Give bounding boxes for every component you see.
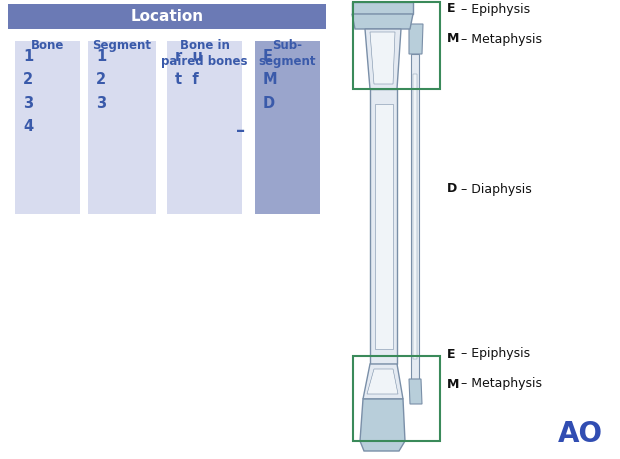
Polygon shape [367, 369, 398, 394]
Polygon shape [352, 2, 413, 14]
Polygon shape [411, 54, 419, 379]
Polygon shape [409, 379, 422, 404]
Polygon shape [365, 29, 401, 89]
Polygon shape [360, 399, 405, 441]
Text: E: E [447, 2, 456, 16]
Polygon shape [370, 32, 395, 84]
FancyBboxPatch shape [8, 4, 326, 29]
Text: Bone in
paired bones: Bone in paired bones [161, 39, 248, 68]
Text: Bone: Bone [31, 39, 64, 52]
Text: r  u
t  f: r u t f [175, 49, 203, 87]
Text: – Epiphysis: – Epiphysis [457, 2, 530, 16]
Text: M: M [447, 377, 459, 391]
Bar [413, 74, 417, 359]
Text: 1
2
3: 1 2 3 [96, 49, 106, 111]
FancyBboxPatch shape [167, 41, 242, 214]
Text: Segment: Segment [92, 39, 151, 52]
Polygon shape [370, 89, 397, 364]
Text: – Metaphysis: – Metaphysis [457, 377, 542, 391]
Bar [353, 356, 440, 441]
Text: – Epiphysis: – Epiphysis [457, 347, 530, 360]
Text: E
M
D: E M D [263, 49, 278, 111]
Text: – Metaphysis: – Metaphysis [457, 33, 542, 45]
Polygon shape [360, 441, 405, 451]
Text: AO: AO [557, 420, 603, 448]
FancyBboxPatch shape [255, 41, 320, 214]
Text: – Diaphysis: – Diaphysis [457, 183, 532, 196]
Text: M: M [447, 33, 459, 45]
Text: 1
2
3
4: 1 2 3 4 [23, 49, 33, 134]
FancyBboxPatch shape [15, 41, 80, 214]
Polygon shape [363, 364, 403, 399]
Polygon shape [409, 24, 423, 54]
Bar [353, 2, 440, 89]
Bar [375, 104, 393, 349]
Text: –: – [236, 122, 246, 140]
Polygon shape [352, 14, 413, 29]
Text: Sub-
segment: Sub- segment [259, 39, 316, 68]
FancyBboxPatch shape [88, 41, 156, 214]
Text: E: E [447, 347, 456, 360]
Text: Location: Location [130, 9, 203, 24]
Text: D: D [447, 183, 458, 196]
